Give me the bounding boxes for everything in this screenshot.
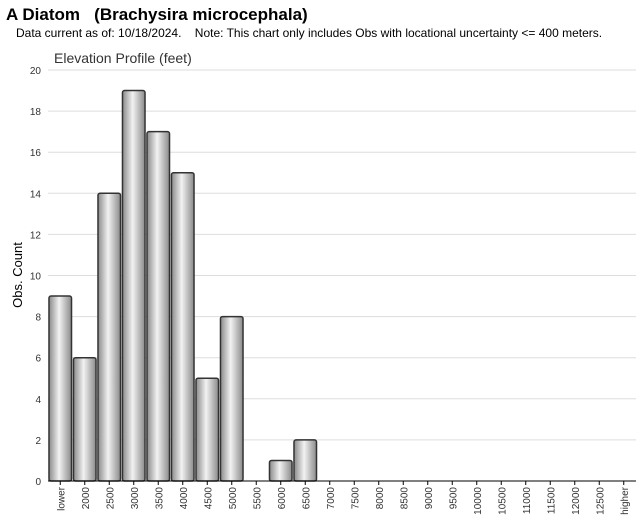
y-tick-label: 8 [35, 313, 41, 324]
y-tick-label: 14 [30, 189, 42, 200]
x-tick-label: 11500 [546, 487, 557, 515]
x-tick-label: 5500 [252, 487, 263, 510]
x-tick-label: 9000 [424, 487, 435, 510]
bar-4000 [170, 172, 195, 482]
x-tick-label: lower [56, 486, 67, 511]
y-tick-label: 6 [35, 354, 41, 365]
bar-6500 [293, 439, 318, 482]
x-tick-label: 12500 [595, 487, 606, 515]
y-tick-label: 4 [35, 395, 41, 406]
x-tick-label: 3000 [130, 487, 141, 510]
bar-3000 [121, 89, 146, 482]
x-tick-label: 8500 [399, 487, 410, 510]
x-tick-label: 8000 [375, 487, 386, 510]
x-tick-label: 3500 [154, 487, 165, 510]
bar-4500 [195, 377, 220, 482]
x-tick-label: 10500 [497, 487, 508, 515]
x-tick-label: 5000 [228, 487, 239, 510]
bar-3500 [146, 130, 171, 482]
bar-2000 [72, 356, 97, 482]
x-tick-label: 7500 [350, 487, 361, 510]
x-tick-label: 11000 [522, 487, 533, 515]
bar-2500 [97, 192, 122, 482]
x-tick-label: 6500 [301, 487, 312, 510]
bar-5000 [219, 315, 244, 482]
data-note: Data current as of: 10/18/2024. Note: Th… [16, 26, 603, 40]
x-tick-label: 2500 [105, 487, 116, 510]
chart-title: Elevation Profile (feet) [54, 50, 192, 66]
x-tick-label: 7000 [326, 487, 337, 510]
x-tick-label: 4000 [179, 487, 190, 510]
y-tick-label: 0 [35, 477, 41, 488]
x-tick-label: higher [620, 486, 631, 514]
x-tick-label: 2000 [81, 487, 92, 510]
y-tick-label: 20 [30, 66, 42, 77]
y-tick-label: 10 [30, 272, 42, 283]
bar-lower [48, 295, 73, 482]
y-tick-label: 18 [30, 107, 42, 118]
x-tick-label: 12000 [571, 487, 582, 515]
x-tick-label: 10000 [473, 487, 484, 515]
y-axis-label: Obs. Count [10, 242, 25, 308]
y-tick-label: 12 [30, 230, 42, 241]
x-tick-label: 9500 [448, 487, 459, 510]
x-tick-label: 6000 [277, 487, 288, 510]
page-title: A Diatom (Brachysira microcephala) [6, 5, 308, 24]
y-tick-label: 2 [35, 436, 41, 447]
bar-6000 [268, 459, 293, 482]
y-tick-label: 16 [30, 148, 42, 159]
x-tick-label: 4500 [203, 487, 214, 510]
